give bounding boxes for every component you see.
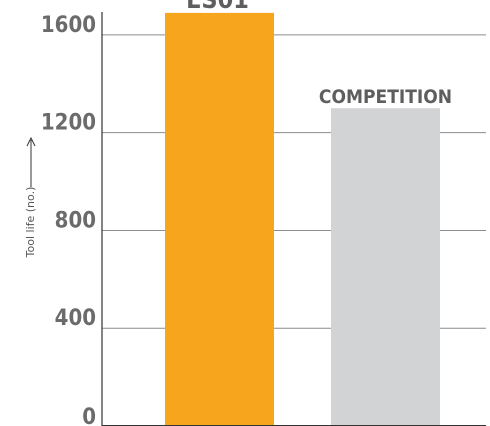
- y-axis-label-group: Tool life (no.): [24, 136, 37, 259]
- y-tick-label: 800: [55, 208, 96, 233]
- bar: [165, 12, 274, 426]
- y-tick-label: 1600: [41, 13, 96, 38]
- category-labels: ES01 COMPETITION: [186, 0, 452, 108]
- y-tick-label: 400: [55, 306, 96, 331]
- y-tick-label: 0: [82, 405, 96, 426]
- y-tick-labels: 0 400 800 1200 1600: [41, 13, 96, 426]
- y-axis-arrow-head: [26, 136, 36, 147]
- category-label: COMPETITION: [319, 86, 452, 108]
- y-axis-label: Tool life (no.): [24, 187, 37, 259]
- category-label: ES01: [186, 0, 249, 14]
- y-tick-label: 1200: [41, 111, 96, 136]
- bars: [165, 12, 440, 426]
- bar: [331, 108, 440, 426]
